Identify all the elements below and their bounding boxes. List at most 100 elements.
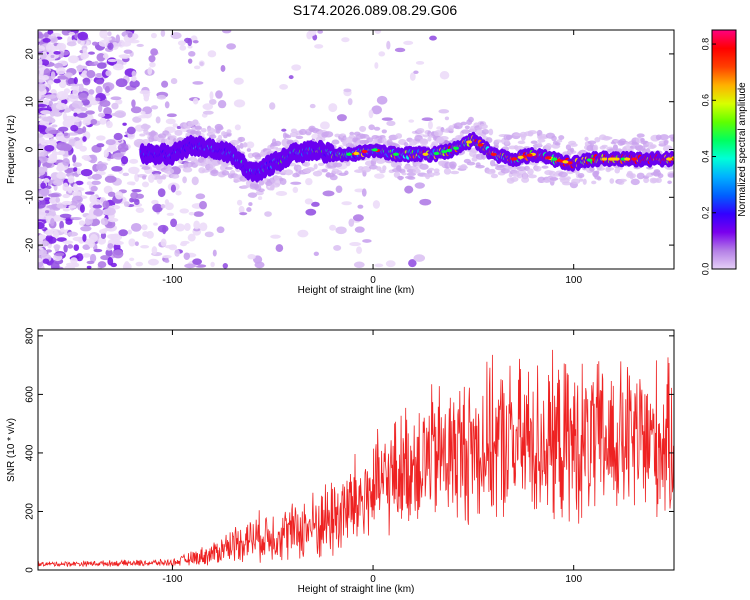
spectrogram-noise-cell (199, 200, 207, 210)
spectrogram-noise-cell (304, 198, 313, 205)
spectrogram-noise-cell (38, 104, 48, 108)
spectrogram-noise-cell (98, 39, 111, 47)
spectrogram-noise-cell (52, 179, 63, 186)
spectrogram-halo-cell (182, 167, 193, 173)
spectrogram-halo-cell (361, 165, 372, 173)
spectrogram-noise-cell (82, 126, 87, 133)
spectrogram-noise-cell (51, 124, 58, 128)
spectrogram-noise-cell (269, 102, 276, 110)
spectrogram-noise-cell (112, 240, 124, 246)
spectrogram-halo-cell (312, 170, 323, 177)
spectrogram-noise-cell (147, 258, 159, 266)
spectrogram-noise-cell (427, 120, 433, 130)
spectrogram-noise-cell (55, 67, 66, 75)
colorbar-tick-label: 0.0 (700, 263, 710, 276)
spectrogram-noise-cell (100, 255, 110, 261)
x-tick-label: 100 (565, 275, 582, 286)
spectrogram-halo-cell (290, 128, 298, 133)
spectrogram-noise-cell (104, 92, 111, 96)
spectrogram-noise-cell (96, 62, 107, 69)
spectrogram-halo-cell (659, 134, 669, 141)
spectrogram-halo-cell (566, 176, 571, 180)
spectrogram-noise-cell (85, 110, 95, 115)
spectrogram-noise-cell (50, 262, 60, 269)
spectrogram-noise-cell (209, 91, 214, 100)
spectrogram-noise-cell (164, 202, 174, 211)
spectrogram-noise-cell (291, 64, 302, 71)
spectrogram-noise-cell (82, 136, 87, 142)
spectrogram-noise-cell (270, 234, 281, 239)
spectrogram-noise-cell (349, 242, 361, 247)
spectrogram-noise-cell (152, 203, 163, 213)
spectrogram-halo-cell (449, 164, 456, 170)
spectrogram-noise-cell (87, 175, 93, 180)
spectrogram-halo-cell (433, 171, 441, 176)
spectrogram-noise-cell (56, 90, 69, 100)
spectrogram-peak-cell (601, 157, 608, 161)
spectrogram-halo-cell (225, 166, 233, 170)
spectrogram-noise-cell (192, 81, 204, 85)
spectrogram-noise-cell (38, 250, 41, 256)
spectrogram-noise-cell (115, 78, 128, 88)
spectrogram-halo-cell (226, 133, 232, 137)
y-tick-label: 800 (25, 327, 36, 344)
x-axis-label: Height of straight line (km) (298, 584, 415, 595)
spectrogram-halo-cell (431, 141, 439, 147)
spectrogram-halo-cell (397, 175, 405, 180)
spectrogram-halo-cell (403, 142, 409, 147)
spectrogram-noise-cell (53, 78, 61, 84)
spectrogram-noise-cell (42, 116, 53, 122)
spectrogram-noise-cell (82, 244, 91, 251)
spectrogram-noise-cell (174, 249, 180, 257)
spectrogram-noise-cell (143, 94, 150, 102)
spectrogram-halo-cell (439, 136, 449, 141)
spectrogram-halo-cell (194, 125, 202, 130)
spectrogram-noise-cell (137, 115, 149, 119)
spectrogram-noise-cell (73, 108, 82, 114)
spectrogram-halo-cell (570, 147, 575, 153)
x-axis-label: Height of straight line (km) (298, 285, 415, 296)
spectrogram-noise-cell (160, 203, 166, 209)
spectrogram-noise-cell (45, 210, 50, 214)
spectrogram-halo-cell (246, 148, 252, 152)
spectrogram-noise-cell (78, 83, 84, 93)
colorbar-label: Normalized spectral amplitude (737, 82, 748, 217)
spectrogram-halo-cell (162, 130, 170, 136)
spectrogram-noise-cell (141, 181, 150, 188)
spectrogram-noise-cell (215, 90, 223, 99)
spectrogram-halo-cell (273, 175, 279, 181)
spectrogram-noise-cell (43, 133, 54, 139)
spectrogram-halo-cell (329, 174, 338, 181)
spectrogram-noise-cell (85, 214, 98, 220)
spectrogram-noise-cell (202, 103, 214, 110)
spectrogram-noise-cell (311, 201, 320, 207)
snr-frame (37, 329, 675, 571)
spectrogram-noise-cell (170, 78, 178, 85)
spectrogram-halo-cell (258, 188, 265, 193)
spectrogram-halo-cell (539, 133, 548, 139)
spectrogram-noise-cell (67, 187, 73, 194)
spectrogram-halo-cell (422, 134, 429, 138)
spectrogram-noise-cell (376, 95, 388, 105)
spectrogram-halo-cell (554, 142, 561, 146)
spectrogram-noise-cell (140, 244, 150, 249)
spectrogram-noise-cell (58, 79, 67, 89)
spectrogram-peak-cell (422, 152, 429, 156)
spectrogram-noise-cell (93, 61, 99, 65)
y-tick-label: 20 (25, 48, 36, 60)
spectrogram-halo-cell (490, 173, 499, 179)
spectrogram-noise-cell (157, 188, 166, 198)
spectrogram-noise-cell (50, 54, 55, 58)
spectrogram-halo-cell (469, 125, 476, 133)
spectrogram-noise-cell (208, 98, 217, 105)
spectrogram-noise-cell (38, 31, 43, 37)
y-axis-label: SNR (10 * v/v) (6, 418, 17, 482)
spectrogram-noise-cell (246, 141, 255, 149)
spectrogram-noise-cell (308, 30, 317, 37)
spectrogram-noise-cell (128, 166, 140, 175)
spectrogram-noise-cell (54, 62, 64, 69)
spectrogram-halo-cell (303, 161, 311, 167)
spectrogram-peak-cell (526, 153, 533, 157)
spectrogram-halo-cell (662, 145, 673, 153)
spectrogram-noise-cell (183, 252, 191, 260)
